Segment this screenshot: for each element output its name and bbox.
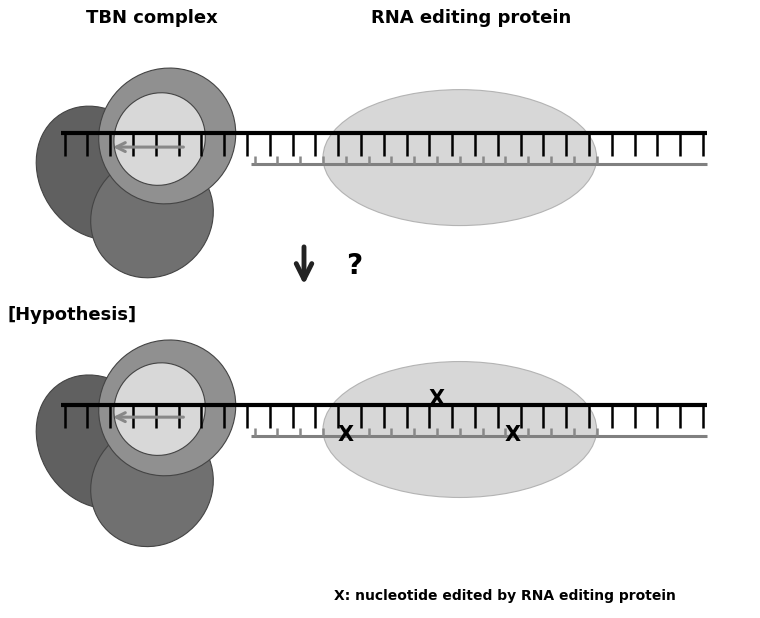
Ellipse shape xyxy=(36,106,161,240)
Text: [Hypothesis]: [Hypothesis] xyxy=(8,306,137,324)
Ellipse shape xyxy=(114,93,205,185)
Ellipse shape xyxy=(99,68,236,204)
Text: TBN complex: TBN complex xyxy=(86,9,218,27)
Ellipse shape xyxy=(114,363,205,455)
Text: ?: ? xyxy=(346,252,362,280)
Text: X: X xyxy=(505,425,521,445)
Text: RNA editing protein: RNA editing protein xyxy=(371,9,572,27)
Text: X: nucleotide edited by RNA editing protein: X: nucleotide edited by RNA editing prot… xyxy=(334,588,676,603)
Ellipse shape xyxy=(323,362,597,497)
Ellipse shape xyxy=(90,155,214,277)
Ellipse shape xyxy=(90,424,214,546)
Ellipse shape xyxy=(323,90,597,226)
Ellipse shape xyxy=(99,340,236,476)
Text: X: X xyxy=(337,425,354,445)
Text: X: X xyxy=(429,389,445,408)
Ellipse shape xyxy=(36,375,161,509)
